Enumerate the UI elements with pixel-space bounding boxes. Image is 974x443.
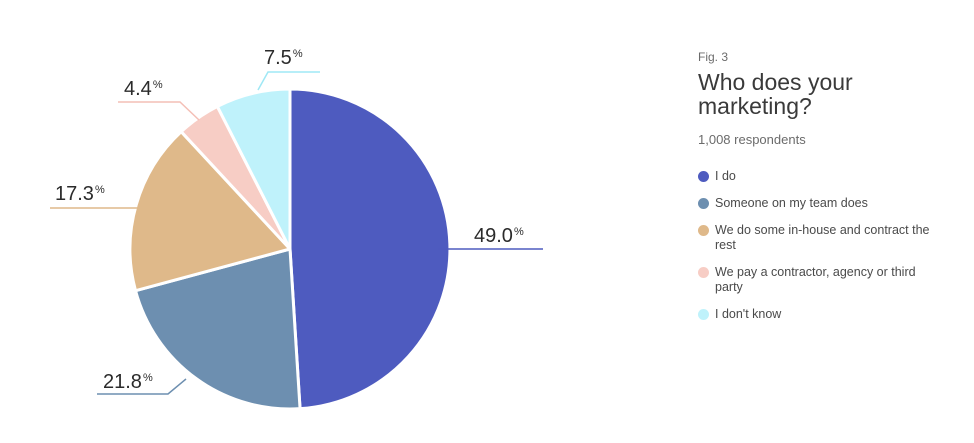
data-label: 4.4%: [124, 78, 163, 100]
respondents-count: 1,008 respondents: [698, 132, 806, 147]
legend-swatch: [698, 198, 709, 209]
legend-items: I do Someone on my team does We do some …: [698, 169, 958, 322]
legend-label: We pay a contractor, agency or third par…: [715, 265, 916, 294]
chart-title: Who does your marketing?: [698, 69, 853, 119]
leader-line: [118, 101, 200, 121]
chart-legend: Fig. 3 Who does your marketing? 1,008 re…: [698, 50, 958, 334]
legend-label: I do: [715, 169, 736, 183]
leader-line: [257, 71, 320, 91]
leader-line: [97, 378, 187, 395]
figure-label: Fig. 3: [698, 50, 729, 64]
legend-item-in-house: We do some in-house and contract the res…: [698, 223, 958, 253]
legend-swatch: [698, 171, 709, 182]
legend-label: We do some in-house and contract the res…: [715, 223, 930, 252]
pie-slice: [134, 247, 302, 411]
pie-slice: [288, 87, 452, 411]
pie-slice: [128, 130, 292, 293]
legend-swatch: [698, 309, 709, 320]
legend-item-team: Someone on my team does: [698, 196, 958, 211]
legend-item-contractor: We pay a contractor, agency or third par…: [698, 265, 958, 295]
legend-swatch: [698, 267, 709, 278]
legend-swatch: [698, 225, 709, 236]
data-label: 7.5%: [264, 47, 303, 69]
legend-item-dont-know: I don't know: [698, 307, 958, 322]
data-label: 21.8%: [103, 371, 153, 393]
legend-label: Someone on my team does: [715, 196, 868, 210]
legend-label: I don't know: [715, 307, 782, 321]
legend-item-i-do: I do: [698, 169, 958, 184]
data-label: 49.0%: [474, 225, 524, 247]
pie-slice: [215, 87, 292, 251]
data-label: 17.3%: [55, 183, 105, 205]
